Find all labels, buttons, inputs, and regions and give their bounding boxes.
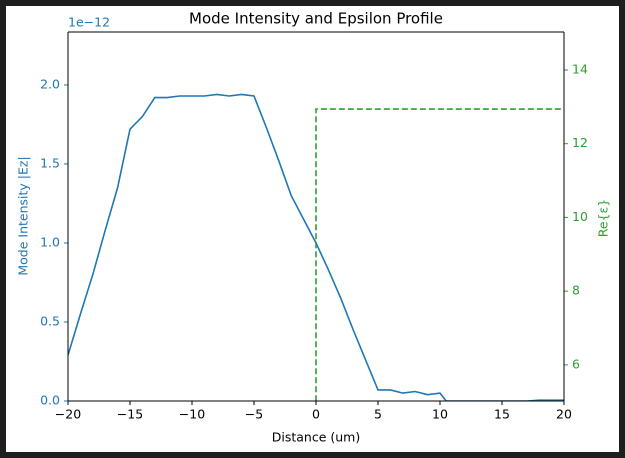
- x-tick-label: 0: [312, 407, 320, 422]
- x-axis-label: Distance (um): [272, 430, 360, 445]
- x-tick-label: 15: [494, 407, 510, 422]
- y-tick-label: 1.0: [40, 234, 60, 249]
- y-tick-label: 2.0: [40, 76, 60, 91]
- x-tick-label: −10: [179, 407, 205, 422]
- x-tick-label: 5: [374, 407, 382, 422]
- figure-background: [6, 6, 619, 452]
- series-line: [315, 108, 564, 401]
- chart-title: Mode Intensity and Epsilon Profile: [189, 10, 443, 28]
- series-line: [68, 93, 564, 401]
- y-tick-label: 0.5: [40, 313, 60, 328]
- y2-tick-label: 12: [572, 135, 588, 150]
- y-tick-label: 0.0: [40, 393, 60, 408]
- x-tick-label: 10: [432, 407, 448, 422]
- y-tick-label: 1.5: [40, 155, 60, 170]
- y2-tick-label: 8: [572, 283, 580, 298]
- x-tick-label: −5: [245, 407, 263, 422]
- y2-tick-label: 14: [572, 61, 588, 76]
- y2-tick-label: 6: [572, 356, 580, 371]
- x-tick-label: −20: [55, 407, 81, 422]
- y2-axis-label: Re{ε}: [596, 199, 611, 237]
- x-tick-label: −15: [117, 407, 143, 422]
- y-offset-label: 1e−12: [68, 15, 110, 30]
- y-axis-label: Mode Intensity |Ez|: [16, 156, 31, 275]
- x-tick-label: 20: [556, 407, 572, 422]
- plot-area: [68, 93, 564, 401]
- y2-tick-label: 10: [572, 209, 588, 224]
